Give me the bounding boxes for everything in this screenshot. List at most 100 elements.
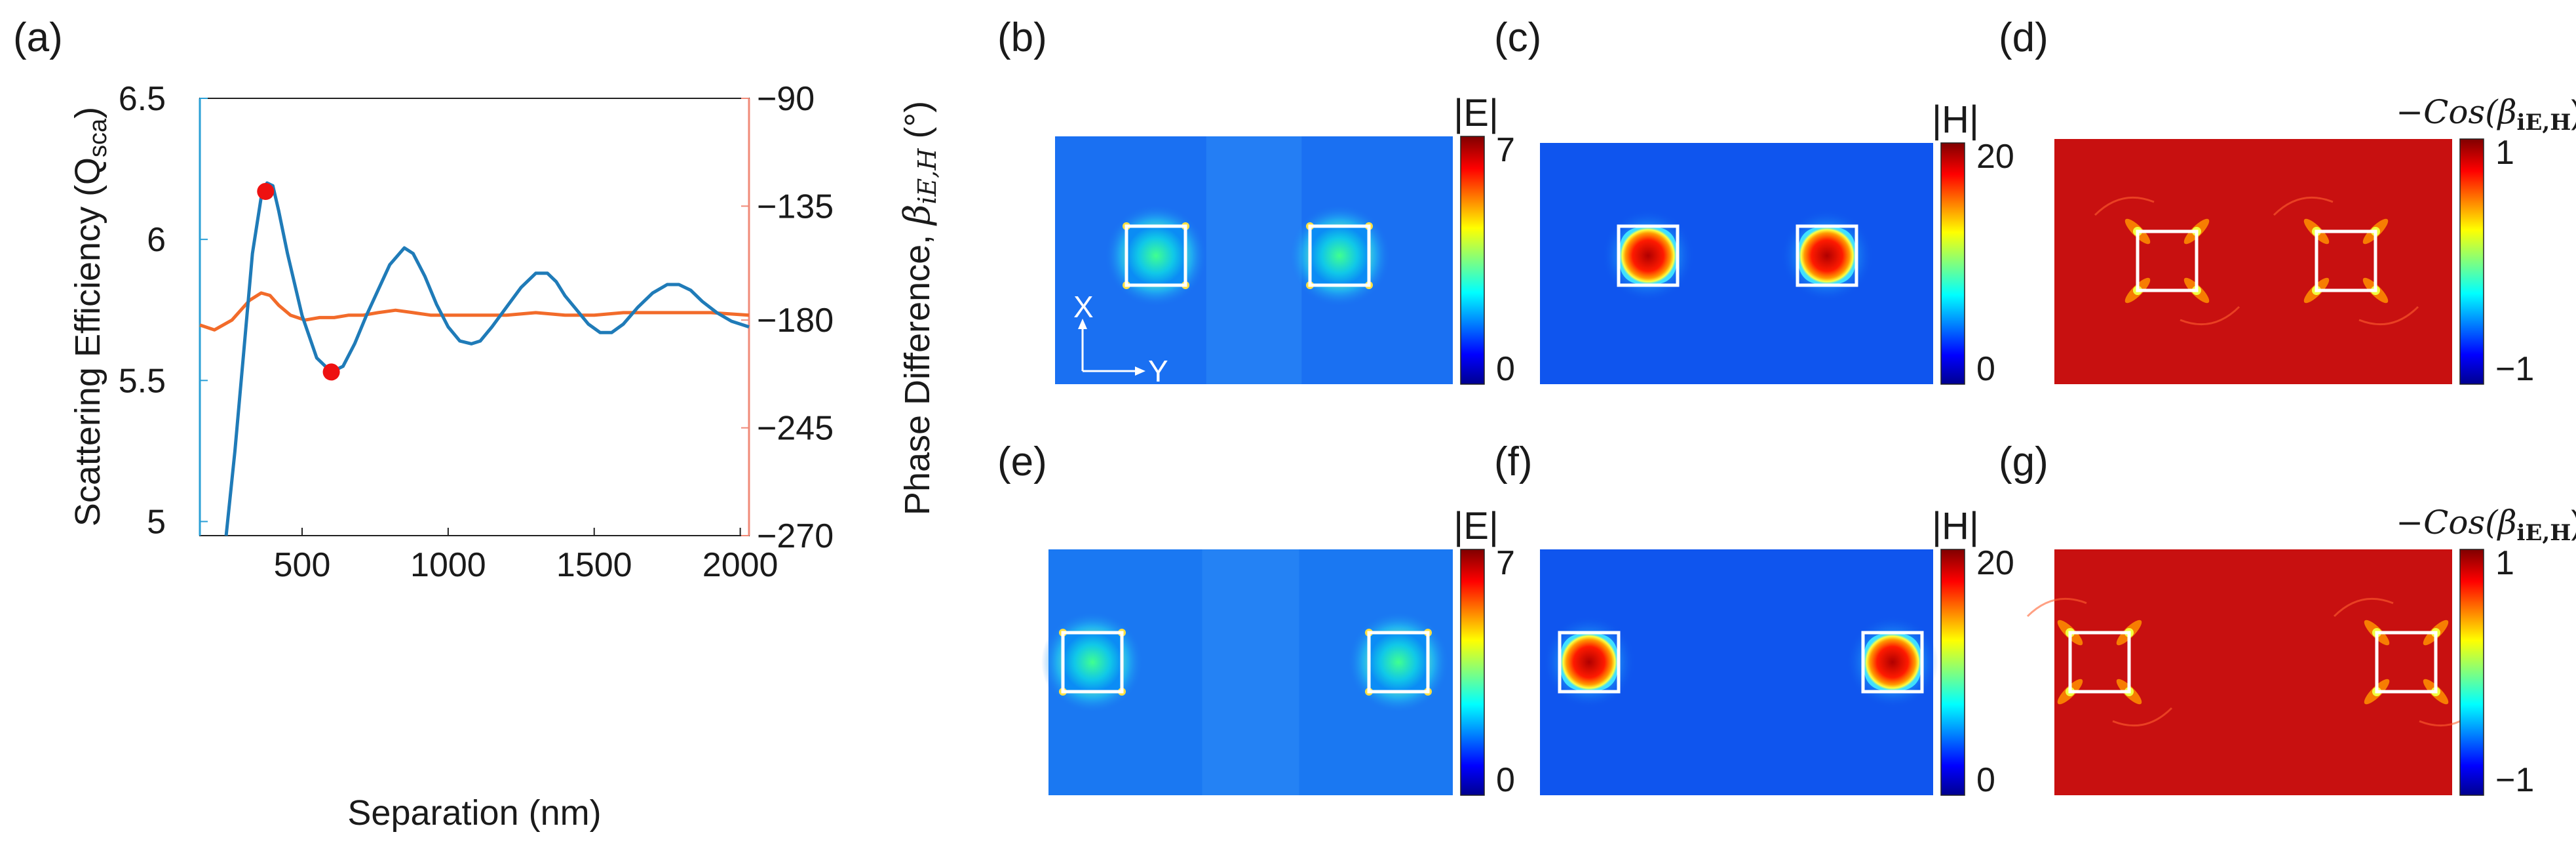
panel-b: (b) X Y 7 0 |E| <box>997 15 1515 388</box>
y-tick-label: 5.5 <box>119 362 166 400</box>
colorbar <box>1940 549 1965 796</box>
colorbar-title: |H| <box>1932 98 1979 141</box>
panel-letter-b: (b) <box>997 15 1047 60</box>
field-core <box>1864 634 1921 690</box>
colorbar-title: −Cos(βiE,H) <box>2396 93 2576 136</box>
colorbar-title-sub: iE,H <box>2517 520 2571 546</box>
colorbar-title-prefix: −Cos( <box>2396 503 2499 542</box>
field-map-background <box>2054 549 2452 795</box>
colorbar-title-suffix: ) <box>2571 94 2576 130</box>
left-y-ticks: 5 5.5 6 6.5 <box>119 80 208 541</box>
colorbar-min-label: 0 <box>1496 350 1515 388</box>
panel-letter-e: (e) <box>997 439 1047 484</box>
right-y-axis-label-unit: (°) <box>898 101 937 149</box>
field-maps: (b)XY70|E|(c)200|H|(d)1−1−Cos(βiE,H)(e)7… <box>997 15 2576 799</box>
colorbar <box>2459 138 2484 385</box>
panel-e: (e) 7 0 |E| <box>997 439 1515 799</box>
phase-swirl <box>2026 597 2087 618</box>
left-y-axis-label-end: ) <box>68 107 107 119</box>
x-direction-label: X <box>1073 290 1094 324</box>
colorbar-title-symbol: β <box>2497 503 2517 542</box>
left-y-axis-label-sub: sca <box>85 118 112 157</box>
y2-tick-label: −90 <box>757 80 815 118</box>
panel-letter-c: (c) <box>1494 15 1541 60</box>
markers-layer <box>257 183 340 381</box>
panel-letter-a: (a) <box>13 15 63 60</box>
panel-letter-f: (f) <box>1494 439 1533 484</box>
phase-swirl <box>2180 306 2240 326</box>
field-gap-region <box>1202 549 1299 795</box>
scattering-efficiency-line <box>224 181 750 536</box>
particle-outline <box>1308 224 1371 287</box>
colorbar-min-label: 0 <box>1976 350 1995 388</box>
marker-point <box>257 183 275 201</box>
colorbar-max-label: 20 <box>1976 544 2014 582</box>
field-gap-region <box>1206 136 1302 384</box>
colorbar-title: |E| <box>1453 505 1499 547</box>
colorbar-title-symbol: β <box>2497 93 2517 131</box>
colorbar-min-label: 0 <box>1976 761 1995 799</box>
left-y-axis-label: Scattering Efficiency (Qsca) <box>68 107 112 526</box>
y2-tick-label: −135 <box>757 188 834 226</box>
particle-outline <box>1558 631 1621 694</box>
arrowhead <box>1078 319 1087 329</box>
field-core <box>1063 633 1122 692</box>
panel-letter-d: (d) <box>1999 15 2048 60</box>
colorbar-max-label: 20 <box>1976 138 2014 176</box>
colorbar <box>2459 549 2484 796</box>
colorbar-max-label: 7 <box>1496 544 1515 582</box>
right-y-axis-label: Phase Difference, βiE,H (°) <box>896 101 942 515</box>
right-y-axis-label-sub: iE,H <box>913 148 942 205</box>
colorbar-title-sub: iE,H <box>2517 109 2571 136</box>
particle-outline <box>1125 224 1187 287</box>
phase-difference-line <box>199 291 750 332</box>
phase-swirl <box>2273 196 2334 216</box>
colorbar <box>1940 142 1965 385</box>
particle-outline <box>1796 224 1858 287</box>
colorbar-max-label: 7 <box>1496 131 1515 169</box>
panel-g: (g) 1 −1 −Cos(βiE,H) <box>1999 439 2576 799</box>
colorbar-max-label: 1 <box>2495 134 2514 172</box>
colorbar-title: |H| <box>1932 505 1979 547</box>
x-tick-label: 1500 <box>556 546 632 584</box>
colorbar-min-label: 0 <box>1496 761 1515 799</box>
phase-swirl <box>2094 196 2155 216</box>
field-core <box>1799 227 1855 284</box>
particle-outline <box>2375 631 2438 694</box>
particle-outline <box>1861 631 1924 694</box>
left-y-axis-label-text: Scattering Efficiency (Q <box>68 157 107 526</box>
colorbar <box>1460 136 1485 385</box>
particle-outline <box>2136 229 2199 292</box>
panel-c: (c) 20 0 |H| <box>1494 15 2014 388</box>
right-y-ticks: −90 −135 −180 −245 −270 <box>741 80 834 555</box>
particle-outline <box>1367 631 1430 694</box>
marker-point <box>322 363 340 381</box>
series-layer <box>199 181 750 536</box>
colorbar-min-label: −1 <box>2495 350 2534 388</box>
phase-swirl <box>2112 707 2173 727</box>
x-ticks: 500 1000 1500 2000 <box>274 528 779 584</box>
phase-swirl <box>2358 306 2419 326</box>
y2-tick-label: −270 <box>757 517 834 555</box>
field-core <box>1620 227 1676 284</box>
field-core <box>1126 226 1185 285</box>
particle-outline <box>1617 224 1680 287</box>
particle-outline <box>2315 229 2377 292</box>
arrowhead <box>1135 366 1145 376</box>
field-core <box>1561 634 1617 690</box>
colorbar-title: −Cos(βiE,H) <box>2396 503 2576 546</box>
x-tick-label: 2000 <box>702 546 779 584</box>
field-core <box>1310 226 1369 285</box>
field-core <box>1369 633 1428 692</box>
phase-swirl <box>2333 597 2394 618</box>
colorbar-max-label: 1 <box>2495 544 2514 582</box>
colorbar-title-suffix: ) <box>2571 504 2576 541</box>
colorbar-title: |E| <box>1453 92 1499 134</box>
panel-a: (a) 500 1000 1500 2000 5 5.5 6 6.5 −90 −135 −180… <box>13 15 942 833</box>
x-tick-label: 1000 <box>410 546 486 584</box>
particle-outline <box>2068 631 2131 694</box>
x-tick-label: 500 <box>274 546 331 584</box>
y-direction-label: Y <box>1148 354 1168 388</box>
plot-frame <box>199 98 750 536</box>
